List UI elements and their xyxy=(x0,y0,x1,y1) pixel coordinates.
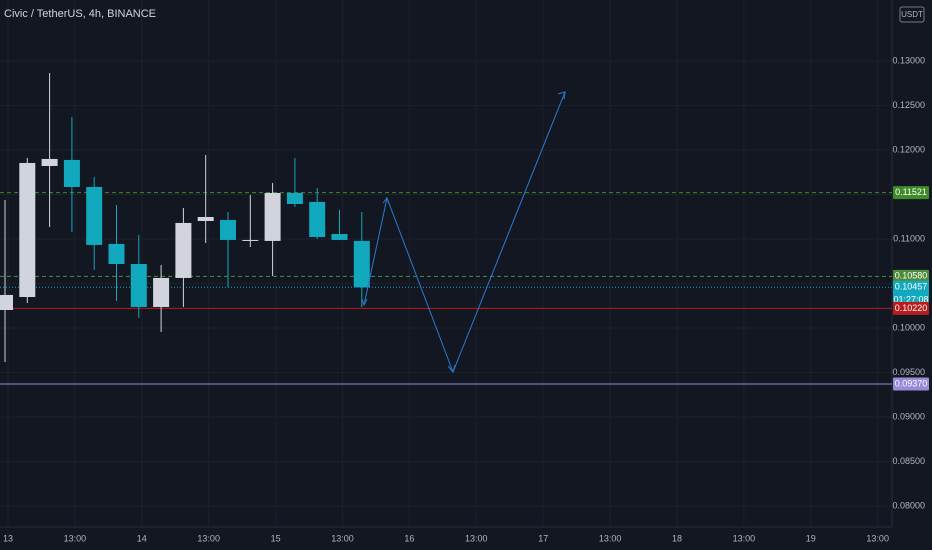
price-level-tag xyxy=(893,377,929,391)
y-tick-label: 0.13000 xyxy=(892,55,925,65)
x-tick-label: 15 xyxy=(271,533,281,543)
candle-body xyxy=(19,162,36,298)
price-level-label: 0.10457 xyxy=(895,282,928,292)
x-tick-label: 17 xyxy=(538,533,548,543)
candle-body xyxy=(242,239,259,241)
price-level-tag xyxy=(893,301,929,315)
candle-body xyxy=(264,192,281,241)
y-tick-label: 0.10000 xyxy=(892,322,925,332)
y-tick-label: 0.12500 xyxy=(892,100,925,110)
candle-body xyxy=(153,277,170,307)
x-tick-label: 14 xyxy=(137,533,147,543)
y-tick-label: 0.08000 xyxy=(892,500,925,510)
x-tick-label: 18 xyxy=(672,533,682,543)
y-tick-label: 0.08500 xyxy=(892,456,925,466)
x-tick-label: 13:00 xyxy=(197,533,220,543)
countdown-label: 01:27:08 xyxy=(893,295,928,305)
candle-body xyxy=(197,216,214,221)
x-tick-label: 13:00 xyxy=(331,533,354,543)
x-tick-label: 16 xyxy=(404,533,414,543)
y-tick-label: 0.12000 xyxy=(892,144,925,154)
x-tick-label: 13 xyxy=(3,533,13,543)
candle-body xyxy=(108,243,125,264)
price-level-tag xyxy=(893,269,929,283)
candle-body xyxy=(220,220,236,240)
candle-body xyxy=(0,294,13,311)
currency-label[interactable]: USDT xyxy=(901,10,923,19)
candle-body xyxy=(353,240,370,288)
y-tick-label: 0.09000 xyxy=(892,411,925,421)
candle-body xyxy=(175,222,192,278)
candle-body xyxy=(41,158,58,166)
projection-path xyxy=(363,91,566,374)
price-level-label: 0.10580 xyxy=(895,271,928,281)
projection-arrows xyxy=(361,91,566,374)
price-level-label: 0.10220 xyxy=(895,303,928,313)
candle-body xyxy=(130,263,147,307)
candle-body xyxy=(331,233,348,240)
x-tick-label: 13:00 xyxy=(599,533,622,543)
candles xyxy=(0,72,370,362)
currency-button[interactable] xyxy=(899,6,925,23)
axes: 0.08000 0.08500 0.09000 0.09500 0.10000 0.105… xyxy=(3,55,929,543)
grid xyxy=(0,0,892,527)
y-tick-label: 0.11000 xyxy=(893,233,925,243)
x-tick-label: 13:00 xyxy=(465,533,488,543)
price-level-label: 0.09370 xyxy=(895,378,928,388)
price-level-tag xyxy=(893,186,929,200)
x-tick-label: 13:00 xyxy=(733,533,756,543)
candle-body xyxy=(63,159,80,187)
price-level-label: 0.11521 xyxy=(895,187,927,197)
price-level-tag xyxy=(893,280,929,307)
chart-title: Civic / TetherUS, 4h, BINANCE xyxy=(4,8,156,20)
levels xyxy=(0,192,892,385)
y-tick-label: 0.09500 xyxy=(892,367,925,377)
x-tick-label: 13:00 xyxy=(64,533,87,543)
candle-body xyxy=(286,192,303,204)
candle-body xyxy=(309,201,326,238)
x-tick-label: 19 xyxy=(806,533,816,543)
x-tick-label: 13:00 xyxy=(866,533,889,543)
candle-body xyxy=(86,187,103,245)
